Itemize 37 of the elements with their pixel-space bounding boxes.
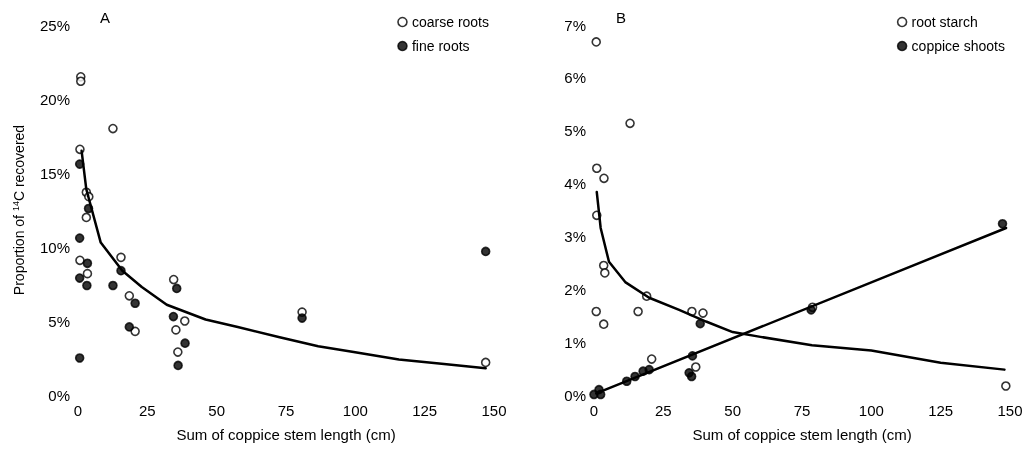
y-tick-label: 10% — [39, 238, 70, 256]
x-tick-label: 75 — [277, 402, 295, 419]
y-tick-label: 15% — [39, 164, 70, 182]
annotation: B — [616, 9, 627, 26]
y-axis-title: Proportion of 14C recovered — [10, 124, 27, 296]
x-axis-title: Sum of coppice stem length (cm) — [692, 426, 912, 443]
legend-label: coppice shoots — [911, 38, 1006, 54]
x-axis-title: Sum of coppice stem length (cm) — [176, 426, 396, 443]
y-tick-label: 5% — [564, 122, 586, 140]
legend-label: root starch — [911, 14, 978, 30]
legend-label: coarse roots — [411, 14, 490, 30]
x-tick-label: 50 — [724, 402, 742, 419]
x-tick-label: 0 — [589, 402, 599, 419]
annotation: A — [100, 9, 111, 26]
y-tick-label: 25% — [39, 16, 70, 34]
y-tick-label: 1% — [564, 333, 586, 351]
legend-label: fine roots — [411, 38, 470, 54]
x-tick-label: 150 — [481, 402, 507, 419]
x-tick-label: 25 — [138, 402, 156, 419]
y-tick-label: 3% — [564, 227, 586, 245]
x-tick-label: 75 — [793, 402, 811, 419]
x-tick-label: 150 — [997, 402, 1023, 419]
y-tick-label: 2% — [564, 280, 586, 298]
y-tick-label: 0% — [564, 386, 586, 404]
x-tick-label: 0 — [73, 402, 83, 419]
y-tick-label: 6% — [564, 69, 586, 87]
y-tick-label: 5% — [48, 312, 70, 330]
x-tick-label: 100 — [342, 402, 368, 419]
x-tick-label: 125 — [412, 402, 438, 419]
y-tick-label: 20% — [39, 90, 70, 108]
y-tick-label: 0% — [48, 386, 70, 404]
x-tick-label: 100 — [858, 402, 884, 419]
y-tick-label: 7% — [564, 16, 586, 34]
x-tick-label: 125 — [928, 402, 954, 419]
y-tick-label: 4% — [564, 175, 586, 193]
x-tick-label: 50 — [208, 402, 226, 419]
x-tick-label: 25 — [654, 402, 672, 419]
